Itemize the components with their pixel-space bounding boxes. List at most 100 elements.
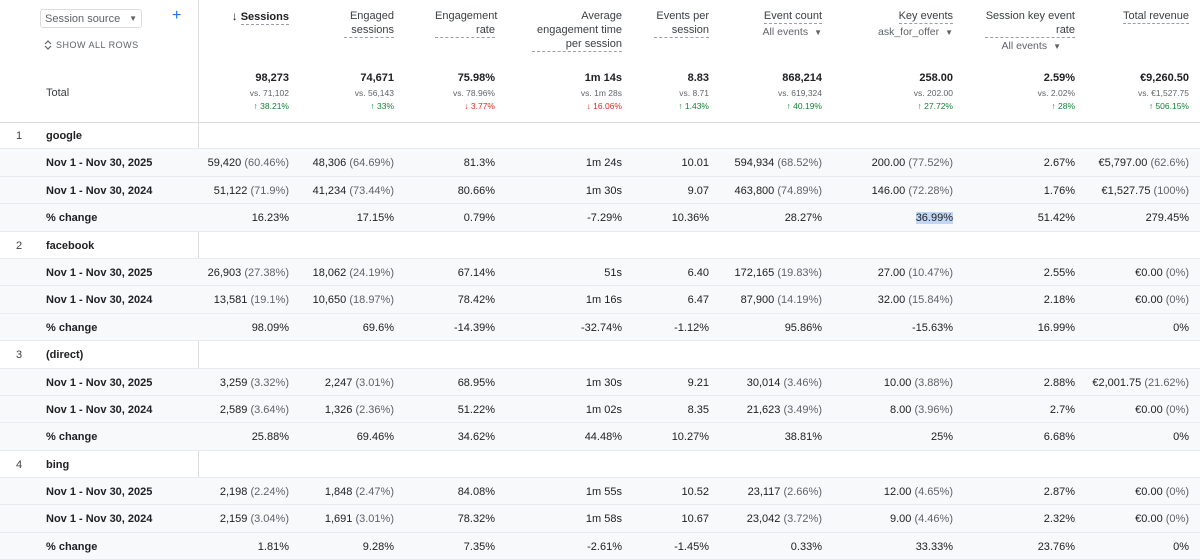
group-row[interactable]: 1 google	[0, 122, 1200, 150]
total-value: 868,214	[782, 72, 822, 84]
total-comparison: vs. 56,143	[354, 88, 394, 98]
cell-value: 25.88%	[251, 431, 289, 444]
cell-avgtime: 1m 58s	[586, 513, 622, 525]
cell-events: 23,117 (2.66%)	[748, 486, 822, 498]
table-row[interactable]: % change 1.81% 9.28% 7.35% -2.61% -1.45% 0.33%…	[0, 532, 1200, 560]
table-row[interactable]: Nov 1 - Nov 30, 2024 51,122 (71.9%) 41,234…	[0, 176, 1200, 205]
cell-value: 44.48%	[584, 431, 622, 444]
table-row[interactable]: Nov 1 - Nov 30, 2024 2,159 (3.04%) 1,691 (…	[0, 505, 1200, 533]
column-label: Sessions	[240, 11, 289, 25]
metric-filter-dropdown[interactable]: All events ▼	[963, 40, 1061, 52]
total-change-value: 28%	[1057, 101, 1075, 111]
total-cell: 75.98% vs. 78.96% ↓ 3.77%	[453, 72, 495, 113]
cell-value: €1,527.75	[1101, 184, 1151, 197]
column-header-skerate[interactable]: Session key event rate All events ▼ 2.59% vs…	[963, 0, 1075, 122]
row-label: % change	[46, 540, 98, 553]
cell-share: (100%)	[1153, 184, 1189, 197]
table-row[interactable]: Nov 1 - Nov 30, 2024 13,581 (19.1%) 10,650…	[0, 286, 1200, 314]
cell-share: (0%)	[1165, 486, 1189, 499]
cell-value: 69.46%	[356, 431, 394, 444]
cell-value: 23,042	[746, 513, 781, 526]
cell-engrate: 0.79%	[464, 212, 495, 224]
cell-value: 2.87%	[1043, 486, 1075, 499]
cell-keyev: 9.00 (4.46%)	[890, 513, 953, 525]
cell-share: (2.47%)	[355, 486, 394, 499]
column-header-keyev[interactable]: Key events ask_for_offer ▼ 258.00 vs. 202.00…	[832, 0, 953, 122]
column-header-eps[interactable]: Events per session 8.83 vs. 8.71 ↑ 1.43%	[632, 0, 709, 122]
cell-sessions: 3,259 (3.32%)	[220, 377, 289, 389]
total-comparison: vs. 8.71	[679, 88, 709, 98]
total-change-value: 1.43%	[684, 101, 709, 111]
total-value: 75.98%	[457, 72, 495, 84]
table-row[interactable]: Nov 1 - Nov 30, 2024 2,589 (3.64%) 1,326 (…	[0, 395, 1200, 424]
cell-value: -7.29%	[587, 212, 622, 225]
group-row[interactable]: 4 bing	[0, 450, 1200, 479]
total-comparison: vs. 619,324	[778, 88, 822, 98]
table-row[interactable]: % change 25.88% 69.46% 34.62% 44.48% 10.27% 38…	[0, 423, 1200, 451]
cell-engaged: 69.46%	[357, 431, 394, 443]
group-row[interactable]: 3 (direct)	[0, 341, 1200, 369]
cell-value: 9.00	[889, 513, 912, 526]
total-change-value: 40.19%	[793, 101, 822, 111]
metric-filter-dropdown[interactable]: ask_for_offer ▼	[832, 26, 953, 38]
cell-value: -32.74%	[581, 321, 622, 334]
cell-share: (3.72%)	[783, 513, 822, 526]
cell-events: 23,042 (3.72%)	[747, 513, 822, 525]
total-change: ↑ 28%	[1038, 100, 1075, 113]
column-label: Average engagement time per session	[532, 9, 622, 52]
cell-skerate: 1.76%	[1044, 185, 1075, 197]
cell-value: 0%	[1173, 540, 1189, 553]
cell-value: 51s	[604, 266, 622, 279]
cell-events: 172,165 (19.83%)	[735, 267, 822, 279]
column-header-engrate[interactable]: Engagement rate 75.98% vs. 78.96% ↓ 3.77%	[405, 0, 497, 122]
group-row[interactable]: 2 facebook	[0, 231, 1200, 259]
cell-share: (0%)	[1165, 294, 1189, 307]
show-all-rows-label: SHOW ALL ROWS	[56, 40, 139, 50]
column-header-avgtime[interactable]: Average engagement time per session 1m 14…	[505, 0, 622, 122]
column-header-revenue[interactable]: Total revenue €9,260.50 vs. €1,527.75 ↑ 506…	[1085, 0, 1189, 122]
column-header-engaged[interactable]: Engaged sessions 74,671 vs. 56,143 ↑ 33%	[300, 0, 394, 122]
cell-eps: 10.67	[681, 513, 709, 525]
column-header-sessions[interactable]: ↓ Sessions 98,273 vs. 71,102 ↑ 38.21%	[205, 0, 289, 122]
row-index: 4	[16, 458, 23, 471]
total-comparison: vs. 1m 28s	[580, 88, 622, 98]
metric-filter-dropdown[interactable]: All events ▼	[720, 26, 822, 38]
cell-value: 33.33%	[915, 540, 953, 553]
cell-keyev: 10.00 (3.88%)	[884, 377, 953, 389]
column-header-events[interactable]: Event count All events ▼ 868,214 vs. 619,324…	[720, 0, 822, 122]
table-row[interactable]: % change 16.23% 17.15% 0.79% -7.29% 10.36% 28.…	[0, 204, 1200, 232]
cell-value: 8.35	[687, 403, 709, 416]
cell-value: 69.6%	[362, 321, 394, 334]
session-source-dropdown[interactable]: Session source ▼	[40, 9, 142, 28]
total-comparison: vs. 78.96%	[452, 88, 495, 98]
cell-share: (3.01%)	[355, 513, 394, 526]
cell-value: 25%	[930, 431, 953, 444]
add-dimension-button[interactable]: +	[172, 7, 182, 24]
column-divider	[198, 341, 199, 368]
arrow-up-icon: ↑	[370, 101, 377, 111]
cell-skerate: 2.88%	[1044, 377, 1075, 389]
cell-share: (0%)	[1165, 513, 1189, 526]
cell-value: 12.00	[883, 486, 912, 499]
cell-value: €0.00	[1135, 294, 1163, 307]
table-row[interactable]: Nov 1 - Nov 30, 2025 59,420 (60.46%) 48,30…	[0, 149, 1200, 177]
arrow-up-icon: ↑	[917, 101, 925, 111]
show-all-rows-button[interactable]: SHOW ALL ROWS	[44, 40, 139, 50]
table-row[interactable]: % change 98.09% 69.6% -14.39% -32.74% -1.12% 9…	[0, 313, 1200, 342]
table-row[interactable]: Nov 1 - Nov 30, 2025 26,903 (27.38%) 18,06…	[0, 258, 1200, 287]
row-index: 1	[16, 130, 23, 142]
cell-value: 2.7%	[1049, 403, 1075, 416]
cell-value: €0.00	[1135, 403, 1163, 416]
cell-value: -1.45%	[674, 540, 709, 553]
total-value: 2.59%	[1043, 72, 1075, 84]
cell-value: 51.22%	[457, 403, 495, 416]
sort-arrow-down-icon: ↓	[231, 9, 238, 23]
cell-avgtime: 1m 30s	[586, 377, 622, 389]
cell-revenue: €0.00 (0%)	[1135, 513, 1189, 525]
column-divider	[198, 231, 199, 258]
table-row[interactable]: Nov 1 - Nov 30, 2025 2,198 (2.24%) 1,848 (…	[0, 478, 1200, 506]
metric-filter-label: All events	[762, 26, 809, 38]
cell-value: 1m 30s	[585, 376, 622, 389]
table-row[interactable]: Nov 1 - Nov 30, 2025 3,259 (3.32%) 2,247 (…	[0, 368, 1200, 396]
cell-revenue: €5,797.00 (62.6%)	[1098, 157, 1189, 169]
